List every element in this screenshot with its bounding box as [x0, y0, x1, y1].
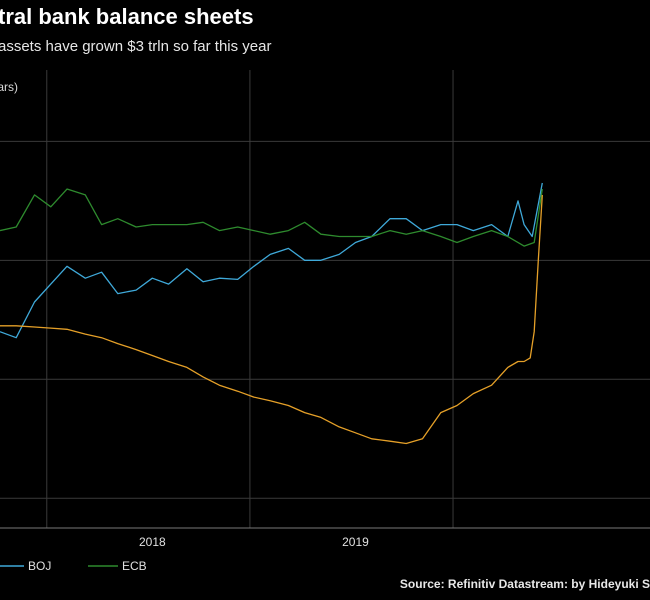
- series-line-ecb: [0, 188, 543, 247]
- source-note: Source: Refinitiv Datastream: by Hideyuk…: [399, 577, 650, 591]
- legend-label-boj: BOJ: [28, 559, 51, 573]
- grid: [0, 70, 650, 529]
- legend-label-ecb: ECB: [122, 559, 147, 573]
- series-line-fed: [0, 194, 543, 445]
- x-tick-label: 2019: [342, 535, 369, 549]
- chart-title: tral bank balance sheets: [0, 4, 254, 29]
- x-tick-label: 2018: [139, 535, 166, 549]
- chart-subtitle: assets have grown $3 trln so far this ye…: [0, 38, 272, 55]
- series-line-boj: [0, 182, 543, 339]
- y-axis-unit-label: llars): [0, 80, 18, 94]
- legend: BOJ ECB: [0, 559, 147, 573]
- x-axis-ticks: 2018 2019: [139, 535, 369, 549]
- series-lines: [0, 182, 543, 445]
